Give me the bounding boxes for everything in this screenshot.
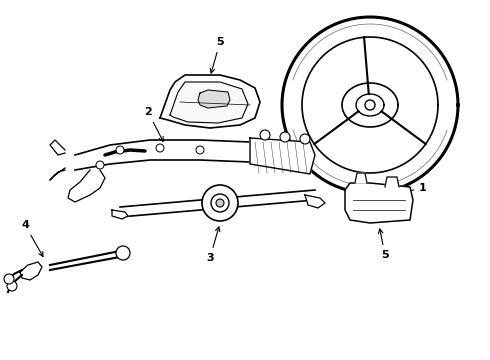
Circle shape <box>4 274 14 284</box>
Polygon shape <box>120 190 315 217</box>
Text: 2: 2 <box>144 107 163 141</box>
Polygon shape <box>160 75 260 128</box>
Polygon shape <box>355 173 367 183</box>
Circle shape <box>156 144 164 152</box>
Text: 5: 5 <box>378 229 389 260</box>
Circle shape <box>211 194 229 212</box>
Text: 4: 4 <box>21 220 43 257</box>
Circle shape <box>116 146 124 154</box>
Circle shape <box>116 246 130 260</box>
Circle shape <box>7 281 17 291</box>
Polygon shape <box>305 195 325 208</box>
Circle shape <box>96 161 104 169</box>
Polygon shape <box>170 82 248 123</box>
Circle shape <box>280 132 290 142</box>
Polygon shape <box>250 138 315 174</box>
Polygon shape <box>385 177 399 187</box>
Polygon shape <box>50 168 65 180</box>
Polygon shape <box>68 170 105 202</box>
Circle shape <box>202 185 238 221</box>
Text: 5: 5 <box>210 37 224 73</box>
Circle shape <box>196 146 204 154</box>
Text: 1: 1 <box>380 183 427 198</box>
Polygon shape <box>50 250 125 270</box>
Polygon shape <box>345 183 413 223</box>
Polygon shape <box>198 90 230 108</box>
Circle shape <box>300 134 310 144</box>
Polygon shape <box>50 140 65 155</box>
Circle shape <box>365 100 375 110</box>
Polygon shape <box>75 140 310 172</box>
Text: 3: 3 <box>206 227 220 263</box>
Polygon shape <box>20 262 42 280</box>
Circle shape <box>216 199 224 207</box>
Polygon shape <box>112 210 128 219</box>
Circle shape <box>260 130 270 140</box>
